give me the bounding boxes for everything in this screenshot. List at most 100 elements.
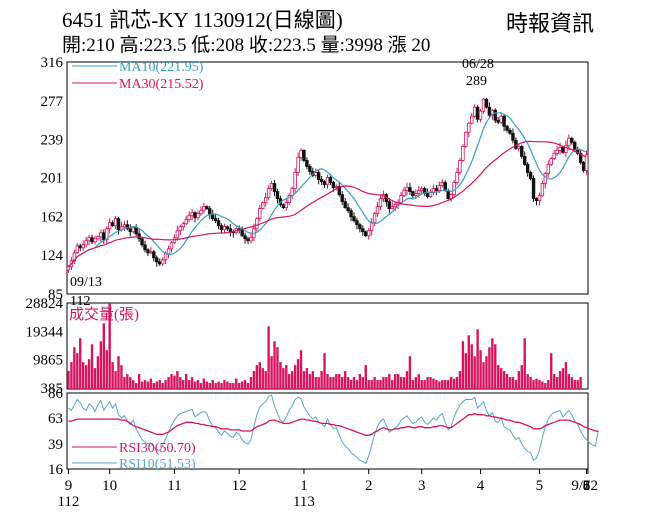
- candle: [319, 179, 324, 182]
- candle: [378, 198, 383, 208]
- candle: [137, 233, 141, 240]
- candle: [184, 219, 188, 225]
- volume-bar: [361, 377, 365, 389]
- candle: [478, 110, 483, 120]
- volume-bar: [391, 380, 394, 389]
- candle: [346, 207, 350, 212]
- volume-bar: [111, 362, 114, 389]
- volume-bar: [240, 381, 244, 389]
- volume-bar: [190, 377, 194, 389]
- volume-bar: [81, 362, 85, 389]
- candle: [219, 225, 224, 231]
- legend-rsi30: RSI30(50.70): [119, 441, 196, 456]
- candle: [287, 195, 291, 204]
- candle: [475, 106, 480, 120]
- candle: [246, 238, 250, 242]
- volume-bar: [570, 377, 574, 389]
- candle: [505, 125, 509, 131]
- candle: [573, 141, 577, 150]
- candle: [228, 228, 233, 233]
- volume-y-tick: 385: [41, 381, 64, 397]
- volume-bar: [499, 368, 503, 389]
- volume-bar: [114, 371, 117, 389]
- volume-bar: [293, 365, 297, 389]
- candle: [408, 187, 412, 192]
- volume-bar: [296, 359, 300, 389]
- candle: [325, 177, 330, 185]
- high-value-label: 289: [466, 74, 487, 89]
- volume-bar: [382, 377, 385, 389]
- volume-bar: [140, 381, 144, 389]
- volume-bar: [408, 356, 412, 389]
- candle: [399, 195, 403, 204]
- volume-bar: [485, 356, 488, 389]
- x-tick-label: 8: [583, 478, 591, 494]
- candle: [102, 232, 106, 241]
- x-tick-label: 9: [65, 478, 73, 494]
- volume-bar: [208, 383, 211, 389]
- volume-y-tick: 19344: [26, 324, 64, 340]
- candle: [417, 190, 421, 194]
- candle: [66, 266, 71, 271]
- legend-ma10: MA10(221.95): [119, 60, 204, 75]
- candle: [128, 228, 132, 233]
- candle: [528, 172, 533, 179]
- volume-bar: [308, 374, 312, 389]
- volume-bar: [461, 341, 465, 389]
- volume-bar: [417, 374, 420, 389]
- volume-bar: [152, 383, 156, 389]
- candle: [487, 106, 492, 116]
- volume-bar: [402, 377, 406, 389]
- volume-bar: [305, 368, 309, 389]
- volume-bar: [120, 365, 123, 389]
- candle: [308, 166, 312, 172]
- volume-bar: [341, 377, 344, 389]
- candle: [446, 190, 450, 199]
- candle: [470, 115, 474, 124]
- volume-bar: [429, 377, 432, 389]
- rsi-frame: [66, 392, 589, 470]
- x-tick-label: 6: [583, 478, 591, 494]
- volume-bar: [376, 380, 379, 389]
- candle: [284, 202, 288, 209]
- volume-bar: [196, 380, 200, 389]
- candle: [202, 206, 206, 212]
- x-tick-label: 3: [418, 478, 426, 494]
- candle: [537, 195, 542, 201]
- rsi-panel: 86 63 39 16 RSI30(50.70)RSI10(51.53): [48, 386, 599, 478]
- price-y-tick: 239: [41, 132, 64, 148]
- volume-y-tick: 28824: [26, 296, 64, 312]
- volume-bar: [273, 341, 276, 389]
- volume-bar: [488, 347, 491, 389]
- price-y-tick: 201: [41, 170, 64, 186]
- candle: [216, 220, 221, 227]
- candle: [434, 188, 439, 191]
- volume-bar: [394, 374, 397, 389]
- volume-bar: [229, 383, 232, 389]
- candle: [467, 122, 471, 133]
- volume-bar: [385, 377, 388, 389]
- volume-bar: [155, 381, 158, 389]
- volume-bar: [338, 374, 341, 389]
- volume-bar: [132, 380, 135, 389]
- candle: [452, 182, 456, 195]
- candle: [508, 129, 512, 134]
- volume-bar: [411, 380, 415, 389]
- candle: [349, 210, 353, 218]
- x-tick-label: 4: [477, 478, 485, 494]
- candle: [343, 201, 347, 209]
- candle: [390, 206, 394, 210]
- volume-bar: [426, 377, 429, 389]
- volume-bar: [70, 362, 73, 389]
- candle: [328, 177, 333, 183]
- candle: [411, 191, 415, 196]
- volume-bar: [67, 371, 70, 389]
- volume-bar: [532, 380, 535, 389]
- volume-bar: [346, 377, 350, 389]
- candle: [331, 182, 336, 188]
- candle: [160, 259, 165, 265]
- volume-bar: [452, 378, 456, 389]
- volume-bar: [96, 356, 100, 389]
- candle: [314, 172, 318, 176]
- volume-bar: [193, 381, 197, 389]
